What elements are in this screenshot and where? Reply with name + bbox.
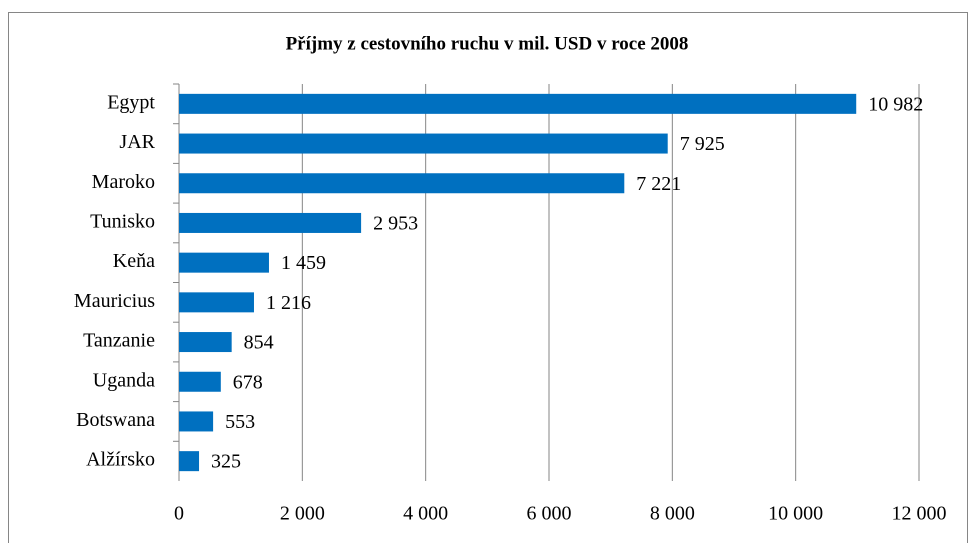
x-tick-label: 0 — [174, 503, 184, 525]
x-tick-label: 12 000 — [892, 503, 947, 525]
bar — [179, 292, 254, 313]
value-label: 10 982 — [868, 93, 923, 115]
bar — [179, 451, 200, 472]
bar — [179, 411, 214, 432]
x-tick-label: 2 000 — [280, 503, 325, 525]
chart-title: Příjmy z cestovního ruchu v mil. USD v r… — [286, 33, 689, 54]
bar — [179, 371, 221, 392]
y-tick-label: Tanzanie — [83, 330, 155, 352]
value-label: 678 — [233, 371, 263, 393]
y-tick-label: Botswana — [76, 409, 155, 431]
y-tick-label: Tunisko — [90, 211, 155, 233]
value-label: 325 — [211, 451, 241, 473]
x-tick-label: 10 000 — [768, 503, 823, 525]
value-label: 7 221 — [636, 173, 681, 195]
x-tick-label: 6 000 — [527, 503, 572, 525]
y-tick-label: Keňa — [113, 250, 155, 272]
y-tick-label: Egypt — [107, 91, 155, 113]
value-label: 2 953 — [373, 213, 418, 235]
y-tick-label: Maroko — [92, 171, 155, 193]
bar — [179, 93, 857, 114]
x-tick-label: 8 000 — [650, 503, 695, 525]
x-tick-label: 4 000 — [403, 503, 448, 525]
y-tick-label: Uganda — [93, 369, 155, 391]
bar — [179, 212, 362, 233]
y-tick-label: Alžírsko — [86, 449, 155, 471]
bar — [179, 133, 668, 154]
value-label: 854 — [244, 332, 274, 354]
value-label: 1 216 — [266, 292, 311, 314]
value-label: 553 — [225, 411, 255, 433]
value-label: 1 459 — [281, 252, 326, 274]
bar — [179, 173, 625, 194]
bar — [179, 252, 269, 273]
bar — [179, 332, 232, 353]
y-tick-label: JAR — [119, 131, 155, 153]
value-label: 7 925 — [680, 133, 725, 155]
y-tick-label: Mauricius — [74, 290, 155, 312]
